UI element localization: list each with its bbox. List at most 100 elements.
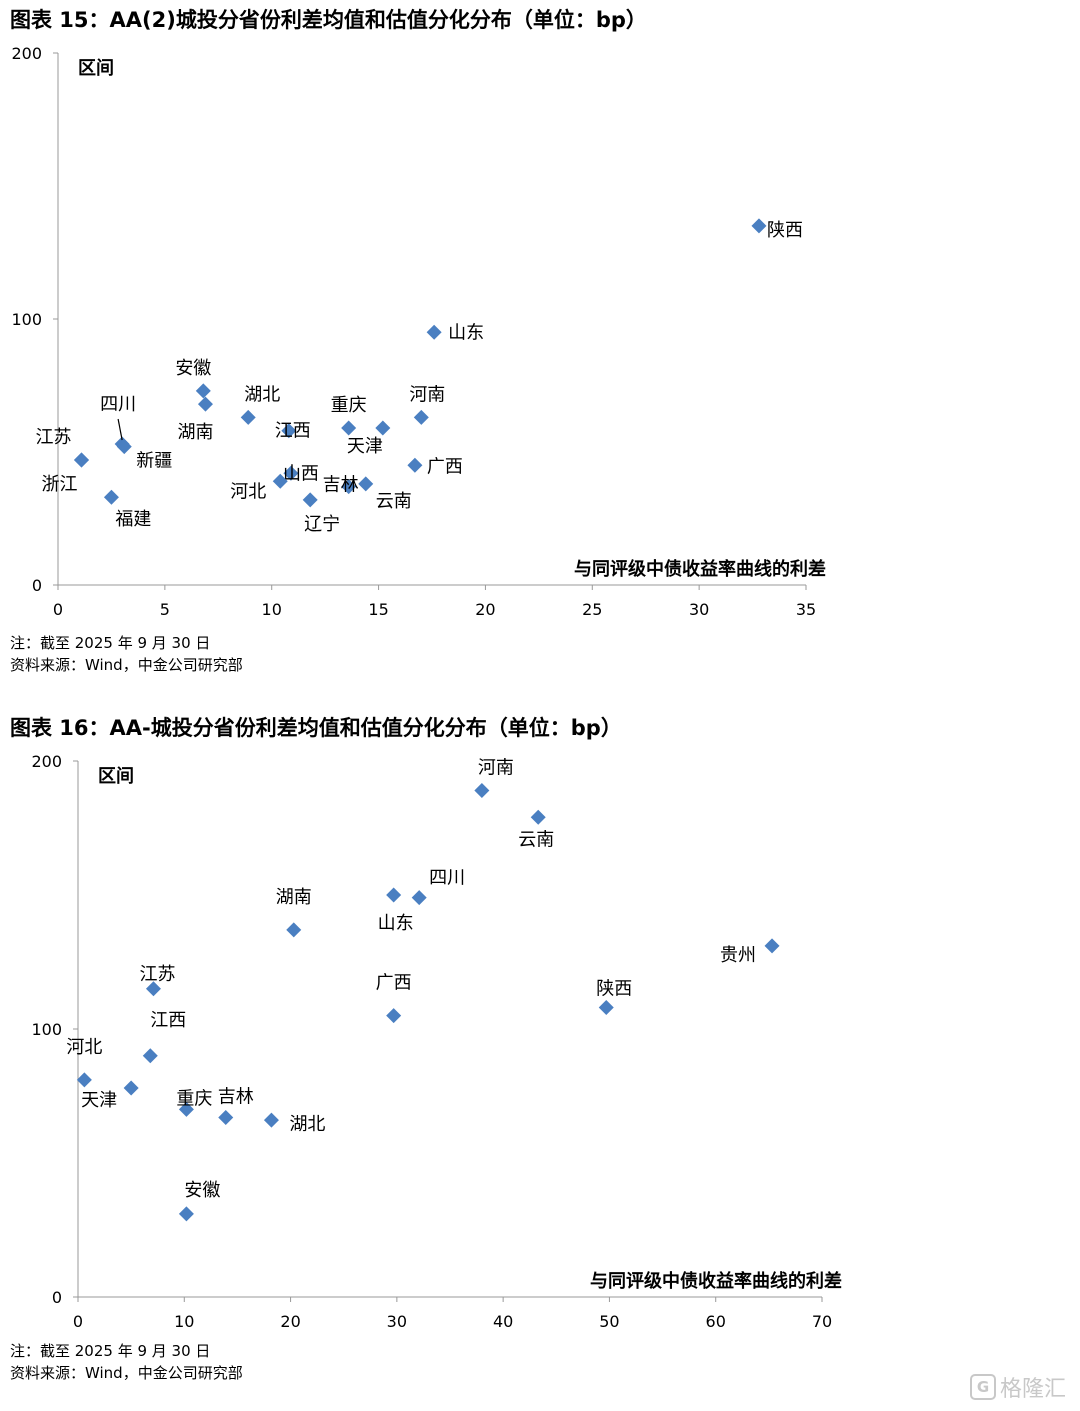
y-axis-title: 区间: [78, 58, 114, 79]
y-axis-title: 区间: [98, 766, 134, 787]
data-point-label: 湖北: [289, 1114, 325, 1135]
data-point-label: 湖南: [177, 422, 213, 443]
data-point-marker: [145, 981, 161, 997]
x-tick-label: 30: [689, 600, 709, 619]
figure-16-note: 注：截至 2025 年 9 月 30 日: [10, 1342, 211, 1360]
data-point-marker: [263, 1112, 279, 1128]
x-tick-label: 60: [706, 1312, 726, 1331]
watermark-text: 格隆汇: [999, 1377, 1066, 1402]
data-point-label: 河南: [478, 757, 514, 778]
data-point-label: 重庆: [176, 1088, 212, 1109]
data-point-label: 天津: [81, 1090, 117, 1111]
data-point-label: 安徽: [184, 1180, 220, 1201]
data-point-marker: [751, 218, 767, 234]
y-tick-label: 200: [11, 44, 42, 63]
data-point-label: 新疆: [136, 451, 172, 472]
data-point-label: 湖北: [244, 384, 280, 405]
x-tick-label: 35: [796, 600, 816, 619]
data-point-label: 福建: [115, 509, 151, 530]
data-point-label: 陕西: [767, 220, 803, 241]
data-point-marker: [195, 383, 211, 399]
data-point-label: 山东: [448, 322, 484, 343]
x-tick-label: 5: [160, 600, 170, 619]
data-point-label: 四川: [100, 394, 136, 415]
x-tick-label: 10: [174, 1312, 194, 1331]
data-point-marker: [123, 1080, 139, 1096]
figure-15-notes: 注：截至 2025 年 9 月 30 日 资料来源：Wind，中金公司研究部: [10, 632, 243, 676]
data-point-label: 吉林: [218, 1086, 254, 1107]
data-point-label: 江西: [275, 421, 311, 442]
data-point-label: 河南: [409, 384, 445, 405]
data-point-label: 江苏: [36, 427, 72, 448]
data-point-marker: [426, 324, 442, 340]
figure-15-source: 资料来源：Wind，中金公司研究部: [10, 656, 243, 674]
data-point-marker: [103, 489, 119, 505]
data-point-label: 吉林: [323, 475, 359, 496]
x-tick-label: 50: [599, 1312, 619, 1331]
y-tick-label: 200: [31, 752, 62, 771]
data-point-label: 云南: [376, 491, 412, 512]
data-point-marker: [272, 473, 288, 489]
data-point-label: 广西: [427, 456, 463, 477]
watermark-logo-icon: G: [969, 1374, 996, 1400]
data-point-marker: [598, 1000, 614, 1016]
x-tick-label: 20: [475, 600, 495, 619]
data-point-marker: [281, 423, 297, 439]
data-point-label: 江西: [150, 1010, 186, 1031]
data-point-label: 贵州: [720, 945, 756, 966]
data-point-marker: [286, 922, 302, 938]
x-tick-label: 20: [280, 1312, 300, 1331]
data-point-marker: [358, 476, 374, 492]
y-tick-label: 100: [11, 310, 42, 329]
data-point-label: 河北: [230, 481, 266, 502]
y-tick-label: 0: [32, 576, 42, 595]
data-point-marker: [764, 938, 780, 954]
figure-15-title: 图表 15：AA(2)城投分省份利差均值和估值分化分布（单位：bp）: [10, 8, 647, 32]
y-tick-label: 100: [31, 1020, 62, 1039]
data-point-marker: [474, 782, 490, 798]
data-point-marker: [197, 396, 213, 412]
data-point-marker: [530, 809, 546, 825]
x-axis-title: 与同评级中债收益率曲线的利差: [590, 1270, 842, 1292]
data-point-marker: [375, 420, 391, 436]
data-point-label: 浙江: [42, 474, 78, 495]
data-point-marker: [283, 465, 299, 481]
x-axis-title: 与同评级中债收益率曲线的利差: [574, 558, 826, 580]
data-point-label: 广西: [376, 973, 412, 994]
figure-16-notes: 注：截至 2025 年 9 月 30 日 资料来源：Wind，中金公司研究部: [10, 1340, 243, 1384]
data-point-label: 江苏: [139, 964, 175, 985]
figure-16-title: 图表 16：AA-城投分省份利差均值和估值分化分布（单位：bp）: [10, 716, 622, 740]
data-point-label: 天津: [347, 436, 383, 457]
x-tick-label: 25: [582, 600, 602, 619]
x-tick-label: 15: [368, 600, 388, 619]
data-point-marker: [178, 1101, 194, 1117]
data-point-label: 山东: [378, 913, 414, 934]
figure-16-source: 资料来源：Wind，中金公司研究部: [10, 1364, 243, 1382]
x-tick-label: 30: [387, 1312, 407, 1331]
x-tick-label: 10: [262, 600, 282, 619]
x-tick-label: 0: [73, 1312, 83, 1331]
data-point-label: 河北: [66, 1037, 102, 1058]
x-tick-label: 0: [53, 600, 63, 619]
data-point-marker: [341, 479, 357, 495]
data-point-marker: [218, 1109, 234, 1125]
data-point-label: 陕西: [596, 979, 632, 1000]
data-point-marker: [116, 439, 132, 455]
data-point-label: 辽宁: [304, 514, 340, 535]
data-point-marker: [341, 420, 357, 436]
data-point-marker: [407, 457, 423, 473]
data-point-marker: [178, 1206, 194, 1222]
data-point-marker: [386, 887, 402, 903]
data-point-label: 云南: [518, 829, 554, 850]
figure-15-note: 注：截至 2025 年 9 月 30 日: [10, 634, 211, 652]
watermark: G 格隆汇: [969, 1371, 1066, 1403]
x-tick-label: 70: [812, 1312, 832, 1331]
data-point-marker: [386, 1008, 402, 1024]
data-point-label: 安徽: [175, 358, 211, 379]
data-point-label: 山西: [283, 463, 319, 484]
data-point-label: 四川: [429, 868, 465, 889]
data-point-marker: [411, 890, 427, 906]
data-point-marker: [240, 409, 256, 425]
